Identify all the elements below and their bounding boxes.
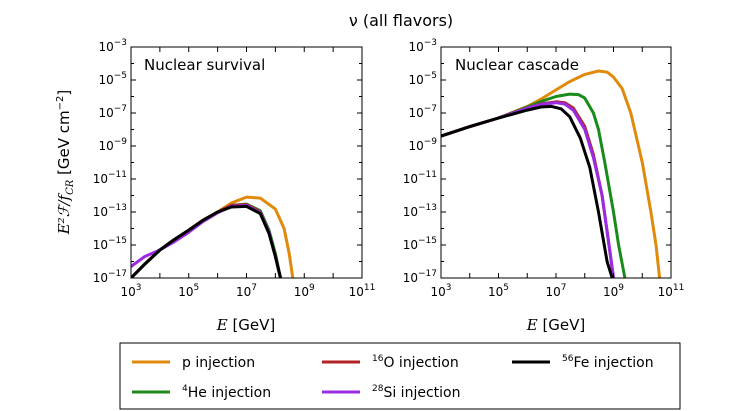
y-tick-label: 10−3 — [408, 38, 437, 54]
panel-0-y-ticks: 10−17 10−15 10−13 10−11 10−9 10−7 10−5 10−3 — [93, 38, 362, 285]
series-line-p — [131, 195, 295, 278]
x-tick-label: 107 — [236, 283, 257, 299]
y-tick-label: 10−5 — [98, 71, 127, 87]
panel-nuclear-survival: 103 105 107 109 1011 10−1710−1510−1310−1110−… — [93, 38, 376, 334]
panel-nuclear-cascade: 103 105 107 109 1011 10−1710−1510−1310−1110−… — [403, 38, 685, 334]
panel-0-curves — [131, 195, 295, 278]
figure-title: ν (all flavors) — [349, 11, 453, 30]
series-line-he — [441, 92, 627, 278]
legend-item-si: 28Si injection — [322, 384, 460, 401]
legend-label: 16O injection — [372, 354, 459, 371]
series-line-fe — [131, 204, 282, 278]
x-tick-label: 105 — [178, 283, 199, 299]
panel-1-x-ticks: 103 105 107 109 1011 — [430, 47, 684, 299]
legend: p injection 4He injection 16O injection 28S… — [119, 342, 681, 410]
x-tick-label: 1011 — [658, 283, 685, 299]
legend-label: 56Fe injection — [562, 354, 654, 371]
legend-frame — [119, 342, 681, 410]
y-tick-label: 10−11 — [93, 170, 127, 186]
y-tick-label: 10−9 — [408, 137, 437, 153]
x-tick-label: 105 — [488, 283, 509, 299]
series-line-fe — [441, 104, 614, 278]
y-tick-label: 10−13 — [93, 203, 127, 219]
y-tick-label: 10−5 — [408, 71, 437, 87]
panel-0-frame — [130, 46, 363, 279]
y-tick-label: 10−7 — [408, 104, 437, 120]
panel-0-x-ticks: 103 105 107 109 1011 — [120, 47, 375, 299]
y-tick-label: 10−3 — [98, 38, 127, 54]
y-tick-label: 10−15 — [93, 236, 127, 252]
panel-1-y-ticks: 10−17 10−15 10−13 10−11 10−9 10−7 10−5 10−3 — [403, 38, 671, 285]
x-tick-label: 1011 — [349, 283, 376, 299]
panel-0-title: Nuclear survival — [144, 56, 265, 74]
legend-item-he: 4He injection — [132, 384, 271, 401]
legend-item-p: p injection — [132, 355, 255, 371]
series-line-si — [131, 203, 282, 278]
series-line-o — [131, 203, 282, 278]
y-tick-label: 10−7 — [98, 104, 127, 120]
y-tick-label: 10−11 — [403, 170, 437, 186]
x-tick-label: 103 — [430, 283, 451, 299]
legend-item-o: 16O injection — [322, 354, 459, 371]
y-tick-label: 10−13 — [403, 203, 437, 219]
panel-1-title: Nuclear cascade — [455, 56, 579, 74]
y-axis-label: E²ℱ/fCR [GeV cm−2] — [55, 90, 76, 236]
y-tick-label: 10−17 — [403, 269, 437, 285]
x-tick-label: 107 — [545, 283, 566, 299]
x-tick-label: 103 — [120, 283, 141, 299]
legend-label: p injection — [182, 355, 255, 371]
legend-item-fe: 56Fe injection — [512, 354, 654, 371]
y-tick-label: 10−15 — [403, 236, 437, 252]
y-tick-label: 10−9 — [98, 137, 127, 153]
x-tick-label: 109 — [603, 283, 624, 299]
panel-0-x-label: E [GeV] — [216, 316, 276, 334]
panel-1-curves — [441, 69, 662, 278]
panel-1-x-label: E [GeV] — [526, 316, 586, 334]
legend-label: 4He injection — [182, 384, 271, 401]
panel-1-frame — [440, 46, 672, 279]
legend-label: 28Si injection — [372, 384, 460, 401]
series-line-he — [131, 202, 282, 278]
x-tick-label: 109 — [294, 283, 315, 299]
y-tick-label: 10−17 — [93, 269, 127, 285]
